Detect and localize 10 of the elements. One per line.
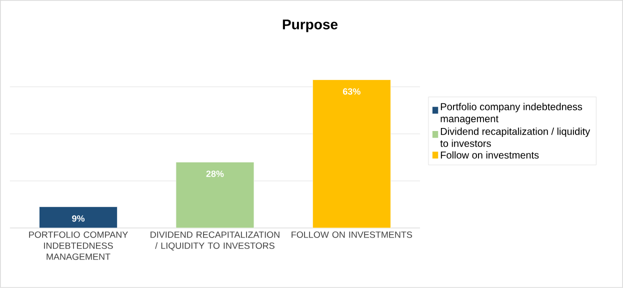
legend-label: Portfolio company indebtedness management: [440, 102, 582, 124]
chart-title: Purpose: [282, 20, 338, 32]
legend-label: Follow on investments: [440, 151, 539, 159]
data-label: 9%: [72, 215, 85, 222]
data-label: 63%: [343, 88, 360, 95]
x-tick-label: FOLLOW ON INVESTMENTS: [292, 232, 412, 238]
x-tick-label: PORTFOLIO COMPANY INDEBTEDNESS MANAGEMENT: [29, 232, 128, 260]
x-tick-label: DIVIDEND RECAPITALIZATION / LIQUIDITY TO INVESTORS: [150, 232, 280, 251]
data-label: 28%: [206, 170, 224, 178]
legend-label: Dividend recapitalization / liquidity to investors: [440, 128, 590, 147]
